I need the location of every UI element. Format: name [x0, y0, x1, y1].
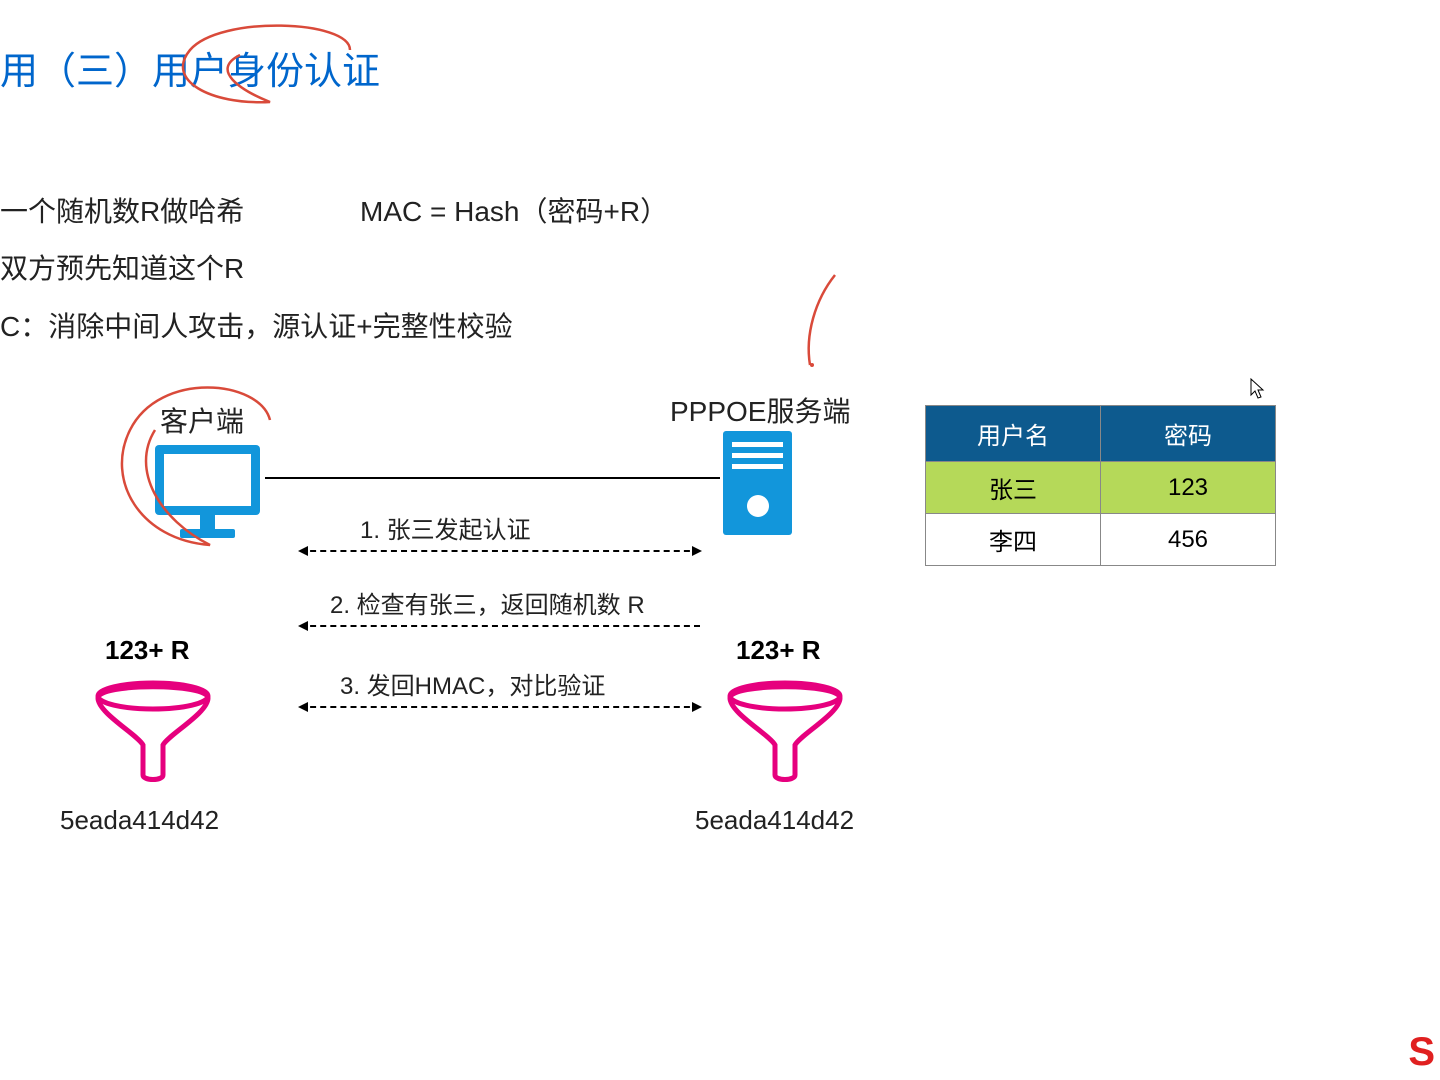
hash-input-left: 123+ R — [105, 635, 190, 666]
funnel-left-icon — [88, 673, 218, 793]
table-cell-name: 李四 — [926, 514, 1101, 566]
hash-input-right: 123+ R — [736, 635, 821, 666]
msg-1-arrow — [300, 550, 700, 552]
server-label: PPPOE服务端 — [670, 390, 850, 430]
bullet-1a: 一个随机数R做哈希 — [0, 190, 244, 230]
msg-3-label: 3. 发回HMAC，对比验证 — [340, 666, 605, 701]
msg-2-arrow — [300, 625, 700, 627]
diagram: 客户端 PPPOE服务端 1. 张三发起认证 2. 检查有张三，返回随机数 R … — [0, 370, 1300, 970]
annotation-server-curve — [790, 270, 870, 380]
funnel-right-icon — [720, 673, 850, 793]
client-label: 客户端 — [160, 400, 244, 440]
logo-s: S — [1408, 1030, 1435, 1075]
server-tower-icon — [720, 428, 795, 538]
hash-output-left: 5eada414d42 — [60, 805, 219, 836]
slide-title: 用（三）用户身份认证 — [0, 40, 380, 95]
bullet-3: C：消除中间人攻击，源认证+完整性校验 — [0, 305, 513, 345]
table-row: 李四 456 — [926, 514, 1276, 566]
connection-line — [265, 477, 720, 479]
bullet-2: 双方预先知道这个R — [0, 247, 244, 287]
table-cell-name: 张三 — [926, 462, 1101, 514]
table-cell-pw: 456 — [1101, 514, 1276, 566]
hash-output-right: 5eada414d42 — [695, 805, 854, 836]
msg-2-label: 2. 检查有张三，返回随机数 R — [330, 585, 645, 620]
msg-3-arrow — [300, 706, 700, 708]
user-table: 用户名 密码 张三 123 李四 456 — [925, 405, 1276, 566]
client-monitor-icon — [150, 440, 265, 545]
msg-1-label: 1. 张三发起认证 — [360, 510, 531, 545]
bullet-1b: MAC = Hash（密码+R） — [360, 190, 668, 230]
table-header-password: 密码 — [1101, 406, 1276, 462]
table-header-row: 用户名 密码 — [926, 406, 1276, 462]
table-header-username: 用户名 — [926, 406, 1101, 462]
table-cell-pw: 123 — [1101, 462, 1276, 514]
table-row: 张三 123 — [926, 462, 1276, 514]
mouse-cursor-icon — [1250, 378, 1266, 400]
